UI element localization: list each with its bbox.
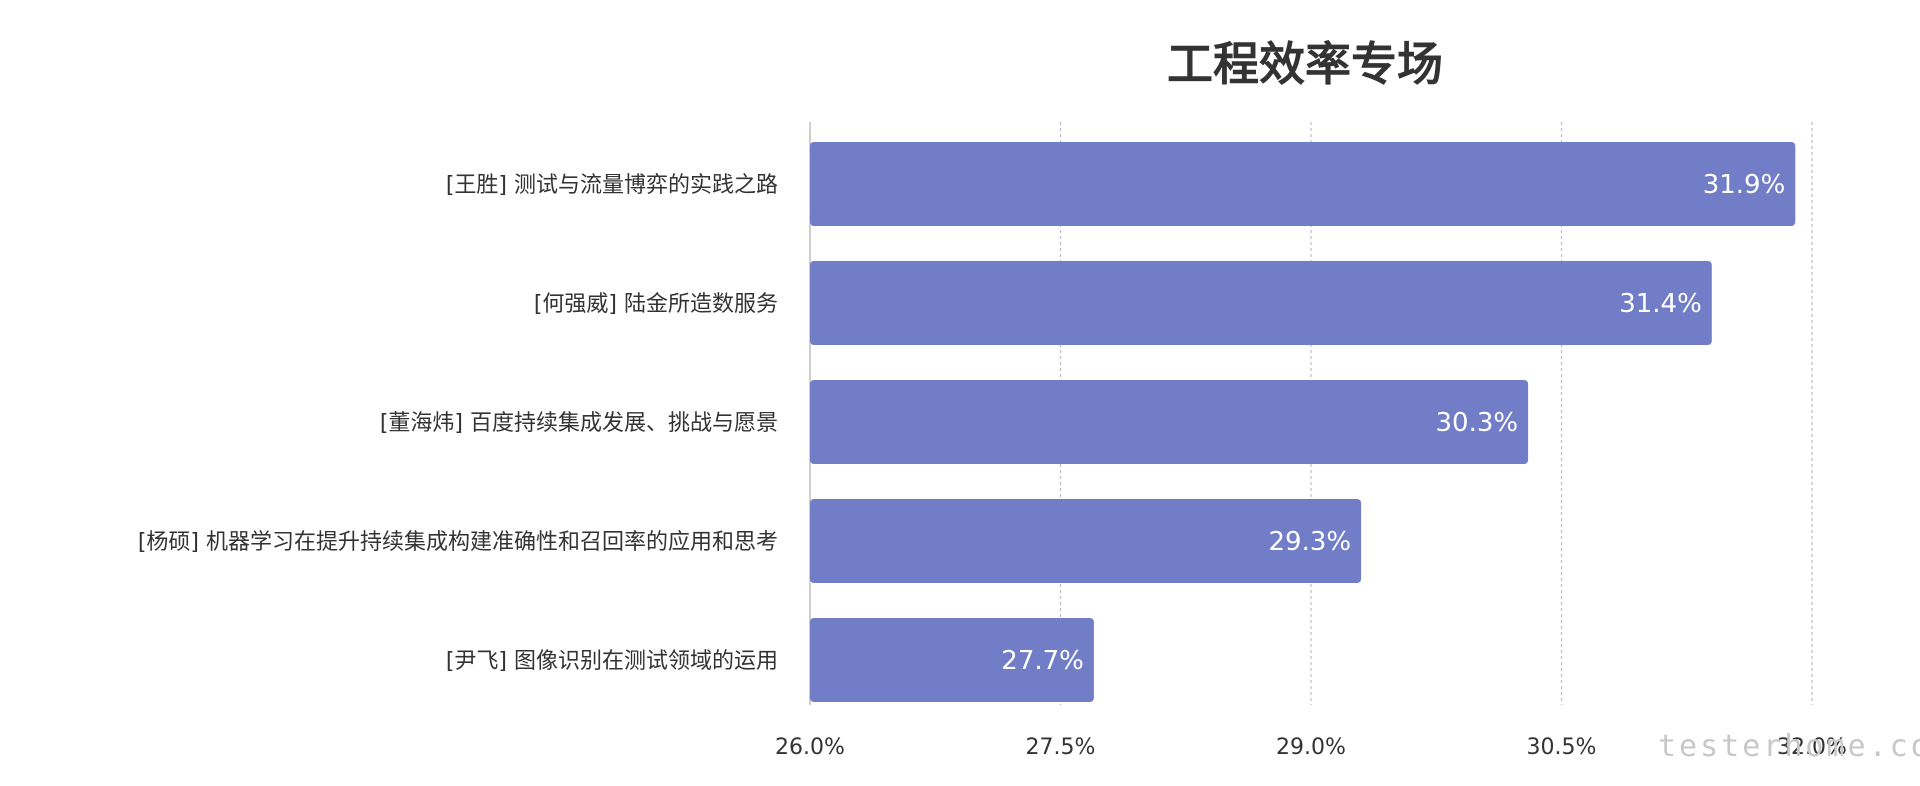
- category-labels: [王胜] 测试与流量博弈的实践之路 [何强威] 陆金所造数服务 [董海炜] 百度持续…: [138, 173, 778, 674]
- x-tick-label: 27.5%: [1026, 735, 1096, 760]
- bar: [810, 499, 1362, 583]
- bar-value-label: 27.7%: [1001, 646, 1084, 676]
- x-tick-label: 32.0%: [1777, 735, 1847, 760]
- bar-value-label: 30.3%: [1435, 408, 1518, 438]
- x-tick-label: 26.0%: [775, 735, 845, 760]
- chart-title: 工程效率专场: [1167, 37, 1443, 91]
- x-axis-ticks: 26.0% 27.5% 29.0% 30.5% 32.0%: [775, 735, 1847, 760]
- x-tick-label: 30.5%: [1527, 735, 1597, 760]
- category-label: [杨硕] 机器学习在提升持续集成构建准确性和召回率的应用和思考: [138, 530, 778, 555]
- category-label: [董海炜] 百度持续集成发展、挑战与愿景: [380, 411, 778, 436]
- category-label: [王胜] 测试与流量博弈的实践之路: [446, 173, 778, 198]
- bar: [810, 142, 1796, 226]
- category-label: [尹飞] 图像识别在测试领域的运用: [446, 649, 778, 674]
- bar-value-label: 31.9%: [1703, 170, 1786, 200]
- bar: [810, 261, 1712, 345]
- bar-value-label: 29.3%: [1268, 527, 1351, 557]
- x-tick-label: 29.0%: [1276, 735, 1346, 760]
- bar: [810, 618, 1094, 702]
- bar-value-label: 31.4%: [1619, 289, 1702, 319]
- bar: [810, 380, 1529, 464]
- bars: 31.9% 31.4% 30.3% 29.3% 27.7%: [810, 142, 1796, 702]
- category-label: [何强威] 陆金所造数服务: [534, 292, 778, 317]
- watermark-text: testerhome.com: [1658, 729, 1920, 764]
